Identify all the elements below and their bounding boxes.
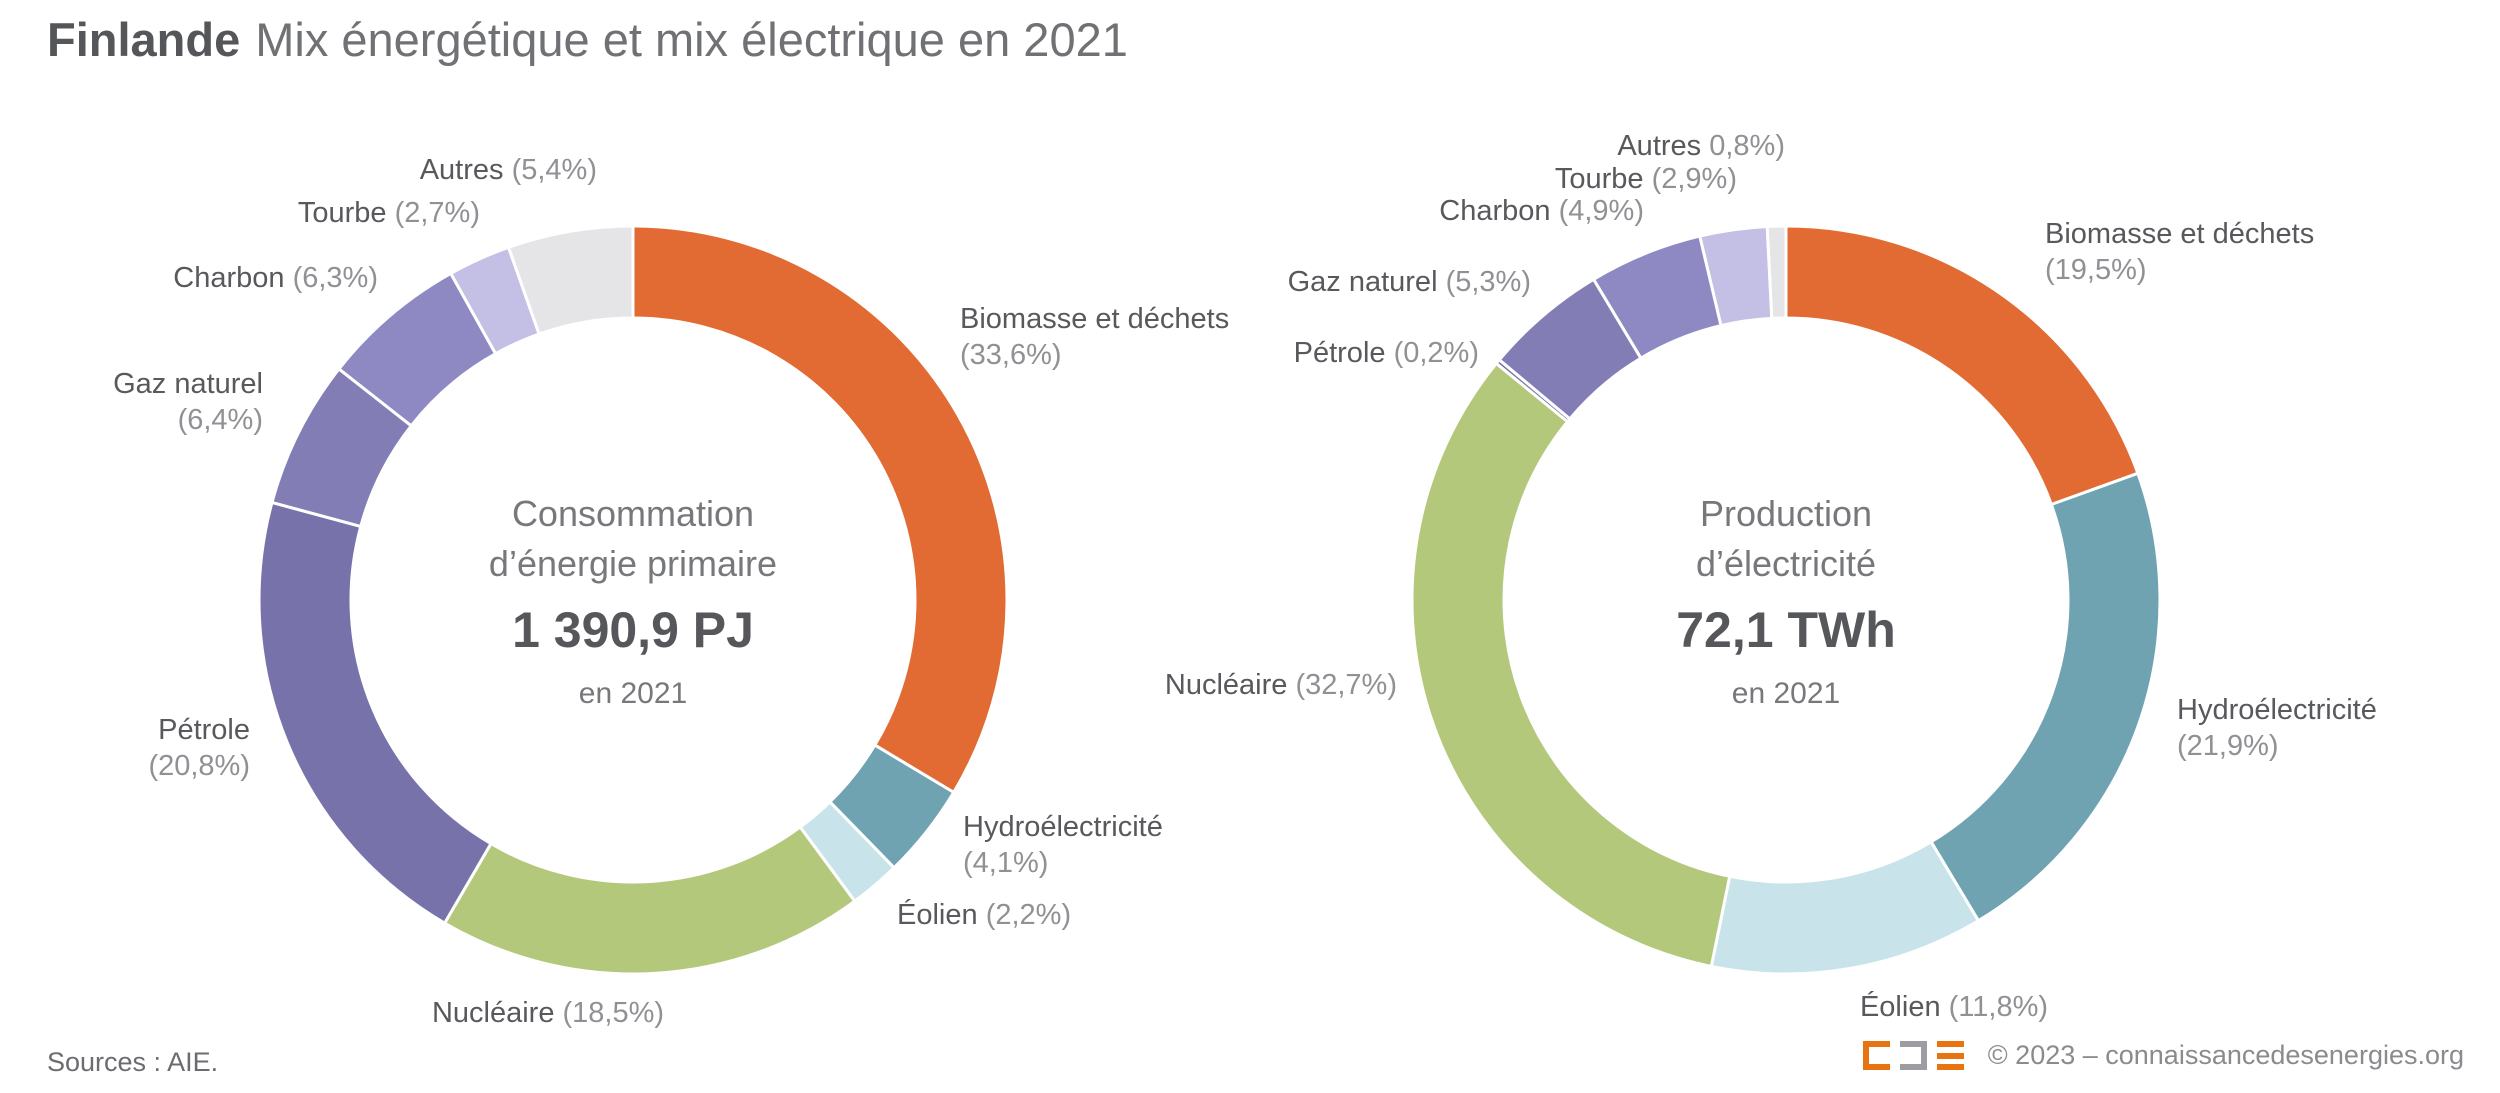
label-mix-energetique-nucleaire: Nucléaire (18,5%) [432,995,664,1031]
label-mix-energetique-tourbe: Tourbe (2,7%) [298,195,480,231]
slice-label-name: Biomasse et déchets [960,303,1230,335]
label-mix-energetique-gaz-naturel: Gaz naturel (6,4%) [113,366,263,438]
page-title-country: Finlande [47,13,241,66]
slice-label-pct: (5,4%) [511,154,597,186]
slice-label-pct: (2,7%) [394,197,480,229]
slice-label-name: Tourbe [297,197,387,229]
label-mix-electrique-charbon: Charbon (4,9%) [1439,193,1644,229]
slice-mix-electrique-nucleaire [1410,361,1732,969]
center-title-line: d’électricité [1695,543,1877,584]
label-mix-electrique-tourbe: Tourbe (2,9%) [1555,161,1737,197]
slice-label-pct: (4,9%) [1558,195,1644,227]
slice-label-pct: (4,1%) [963,847,1049,879]
slice-mix-energetique-biomasse-et-dechets [631,224,1009,795]
slice-label-pct: (21,9%) [2177,730,2279,762]
donut-center-consommation: Consommation d’énergie primaire 1 390,9 … [353,489,913,711]
slice-mix-electrique-eolien [1709,839,1981,976]
slice-label-name: Biomasse et déchets [2045,218,2315,250]
slice-label-name: Nucléaire [431,997,555,1029]
slice-label-name: Pétrole [1293,337,1386,369]
slice-label-name: Autres [419,154,504,186]
page-title: Finlande Mix énergétique et mix électriqu… [47,12,1128,67]
label-mix-electrique-hydroelectricite: Hydroélectricité (21,9%) [2177,692,2377,764]
center-value: 1 390,9 PJ [512,602,754,658]
slice-label-pct: (32,7%) [1295,669,1397,701]
slice-label-name: Nucléaire [1164,669,1288,701]
center-title-line: Consommation [511,493,755,534]
slice-mix-energetique-autres [506,224,635,336]
donut-center-production: Production d’électricité 72,1 TWh en 202… [1506,489,2066,711]
donut-mix-energetique [257,224,1009,976]
slice-label-name: Hydroélectricité [2177,694,2377,726]
slice-label-pct: (5,3%) [1445,266,1531,298]
center-value: 72,1 TWh [1676,602,1896,658]
label-mix-energetique-charbon: Charbon (6,3%) [173,260,378,296]
slice-label-pct: (20,8%) [148,750,250,782]
slice-label-pct: (33,6%) [960,339,1062,371]
slice-label-pct: (19,5%) [2045,254,2147,286]
label-mix-energetique-petrole: Pétrole (20,8%) [148,712,250,784]
slice-label-name: Gaz naturel [1287,266,1438,298]
label-mix-electrique-eolien: Éolien (11,8%) [1860,989,2048,1025]
slice-label-pct: (6,4%) [177,404,263,436]
slice-label-name: Tourbe [1554,163,1644,195]
slice-label-pct: (2,2%) [985,899,1072,931]
label-mix-energetique-autres: Autres (5,4%) [420,152,597,188]
label-mix-electrique-petrole: Pétrole (0,2%) [1294,335,1479,371]
cde-logo-d-icon [1899,1041,1927,1070]
slice-label-pct: 0,8%) [1709,130,1785,162]
label-mix-electrique-biomasse-et-dechets: Biomasse et déchets (19,5%) [2045,216,2314,288]
label-mix-energetique-hydroelectricite: Hydroélectricité (4,1%) [963,809,1163,881]
footer-right: © 2023 – connaissancedesenergies.org [1862,1040,2464,1071]
slice-label-name: Autres [1617,130,1702,162]
slice-label-pct: (18,5%) [562,997,665,1029]
cde-logo-c-icon [1862,1041,1890,1070]
label-mix-electrique-autres: Autres 0,8%) [1617,128,1785,164]
slice-label-name: Hydroélectricité [963,811,1163,843]
cde-logo-e-icon [1936,1041,1964,1070]
slice-label-name: Pétrole [158,714,250,746]
slice-label-name: Gaz naturel [113,368,263,400]
cde-logo [1862,1041,1964,1070]
page-title-subtitle: Mix énergétique et mix électrique en 202… [255,13,1128,66]
slice-mix-electrique-autres [1765,224,1788,320]
center-year: en 2021 [1731,677,1841,710]
copyright: © 2023 – connaissancedesenergies.org [1987,1040,2464,1070]
slice-label-pct: (0,2%) [1393,337,1479,369]
slice-label-name: Éolien [897,899,978,931]
label-mix-electrique-gaz-naturel: Gaz naturel (5,3%) [1288,264,1531,300]
center-title-line: d’énergie primaire [488,543,778,584]
slice-label-name: Éolien [1859,991,1941,1023]
slice-mix-energetique-nucleaire [442,825,857,976]
label-mix-energetique-eolien: Éolien (2,2%) [897,897,1071,933]
slice-label-name: Charbon [1439,195,1551,227]
slice-label-name: Charbon [173,262,285,294]
slice-label-pct: (2,9%) [1651,163,1737,195]
center-year: en 2021 [578,677,688,710]
center-title-line: Production [1699,493,1873,534]
sources-note: Sources : AIE. [47,1047,219,1077]
label-mix-energetique-biomasse-et-dechets: Biomasse et déchets (33,6%) [960,301,1229,373]
donut-mix-electrique [1410,224,2162,976]
slice-label-pct: (11,8%) [1948,991,2049,1023]
slice-label-pct: (6,3%) [292,262,378,294]
label-mix-electrique-nucleaire: Nucléaire (32,7%) [1165,667,1397,703]
